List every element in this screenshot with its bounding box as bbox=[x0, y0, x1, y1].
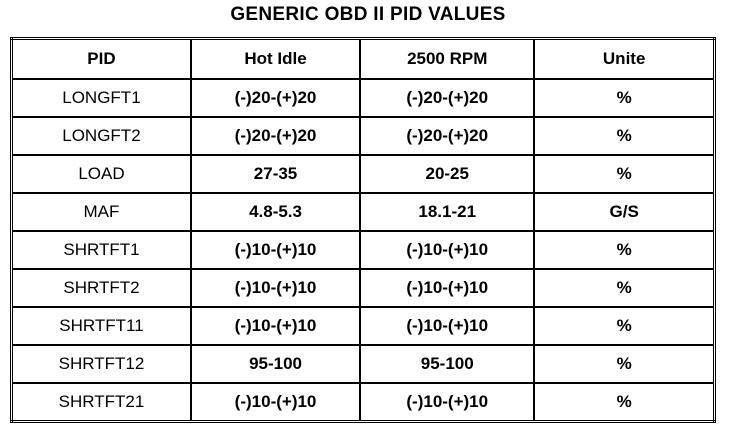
table-row: LONGFT1 (-)20-(+)20 (-)20-(+)20% bbox=[10, 78, 716, 118]
value-cell: (-)20-(+)20 bbox=[359, 116, 536, 156]
header-row: PID Hot Idle 2500 RPM Unite bbox=[10, 37, 716, 80]
table-row: SHRTFT1 (-)10-(+)10 (-)10-(+)10% bbox=[10, 230, 716, 270]
value-cell: % bbox=[533, 154, 716, 194]
table-body: LONGFT1 (-)20-(+)20 (-)20-(+)20% LONGFT2 (-)… bbox=[10, 78, 716, 423]
table-row: SHRTFT2 (-)10-(+)10 (-)10-(+)10% bbox=[10, 268, 716, 308]
table-row: MAF 4.8-5.3 18.1-21 G/S bbox=[10, 192, 716, 232]
value-cell: (-)20-(+)20 bbox=[189, 116, 362, 156]
table-row: SHRTFT12 95-100 95-100% bbox=[10, 344, 716, 384]
pid-cell: SHRTFT21 bbox=[10, 382, 192, 423]
value-cell: 95-100 bbox=[189, 344, 362, 384]
value-cell: 18.1-21 bbox=[359, 192, 536, 232]
value-cell: % bbox=[533, 344, 716, 384]
value-cell: 95-100 bbox=[359, 344, 536, 384]
pid-table: PID Hot Idle 2500 RPM Unite LONGFT1 (-)20-(+… bbox=[10, 37, 716, 423]
pid-cell: SHRTFT11 bbox=[10, 306, 192, 346]
pid-cell: MAF bbox=[10, 192, 192, 232]
value-cell: (-)20-(+)20 bbox=[359, 78, 536, 118]
table-row: SHRTFT11 (-)10-(+)10 (-)10-(+)10% bbox=[10, 306, 716, 346]
value-cell: % bbox=[533, 116, 716, 156]
value-cell: (-)10-(+)10 bbox=[189, 382, 362, 423]
value-cell: (-)10-(+)10 bbox=[189, 268, 362, 308]
value-cell: (-)10-(+)10 bbox=[359, 268, 536, 308]
value-cell: (-)10-(+)10 bbox=[359, 306, 536, 346]
header-cell: Hot Idle bbox=[189, 37, 362, 80]
value-cell: (-)10-(+)10 bbox=[359, 382, 536, 423]
pid-cell: SHRTFT2 bbox=[10, 268, 192, 308]
pid-cell: SHRTFT1 bbox=[10, 230, 192, 270]
value-cell: % bbox=[533, 306, 716, 346]
header-cell: 2500 RPM bbox=[359, 37, 536, 80]
value-cell: (-)10-(+)10 bbox=[189, 306, 362, 346]
value-cell: (-)10-(+)10 bbox=[189, 230, 362, 270]
value-cell: G/S bbox=[533, 192, 716, 232]
table-row: SHRTFT21 (-)10-(+)10 (-)10-(+)10% bbox=[10, 382, 716, 423]
table-title: GENERIC OBD II PID VALUES bbox=[230, 4, 506, 25]
table-row: LONGFT2 (-)20-(+)20 (-)20-(+)20% bbox=[10, 116, 716, 156]
value-cell: (-)10-(+)10 bbox=[359, 230, 536, 270]
value-cell: % bbox=[533, 230, 716, 270]
value-cell: % bbox=[533, 78, 716, 118]
pid-cell: LONGFT2 bbox=[10, 116, 192, 156]
value-cell: (-)20-(+)20 bbox=[189, 78, 362, 118]
value-cell: 4.8-5.3 bbox=[189, 192, 362, 232]
header-cell: Unite bbox=[533, 37, 716, 80]
pid-cell: LOAD bbox=[10, 154, 192, 194]
pid-cell: SHRTFT12 bbox=[10, 344, 192, 384]
header-cell: PID bbox=[10, 37, 192, 80]
value-cell: 20-25 bbox=[359, 154, 536, 194]
pid-cell: LONGFT1 bbox=[10, 78, 192, 118]
value-cell: 27-35 bbox=[189, 154, 362, 194]
value-cell: % bbox=[533, 268, 716, 308]
table-row: LOAD 27-35 20-25% bbox=[10, 154, 716, 194]
value-cell: % bbox=[533, 382, 716, 423]
